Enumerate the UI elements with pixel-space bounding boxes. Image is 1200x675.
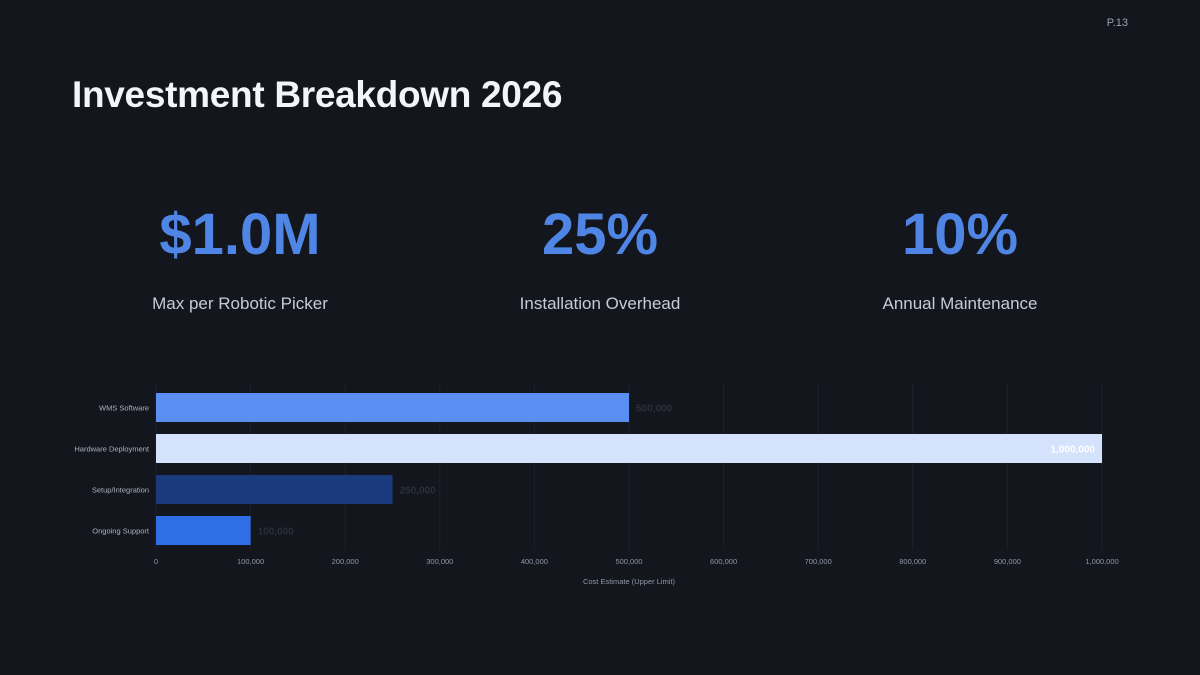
category-label: WMS Software: [99, 404, 149, 413]
metric-label: Max per Robotic Picker: [152, 294, 328, 313]
metric-installation-overhead: 25% Installation Overhead: [420, 196, 780, 314]
category-label: Ongoing Support: [92, 527, 150, 536]
x-tick-label: 300,000: [426, 557, 453, 566]
value-label: 500,000: [636, 404, 673, 415]
page-title: Investment Breakdown 2026: [72, 74, 563, 115]
chart-bars: [156, 393, 1102, 545]
chart-category-labels: WMS Software Hardware Deployment Setup/Int…: [74, 404, 150, 536]
bar-setup-integration: [156, 475, 393, 504]
page-number: P.13: [1106, 17, 1128, 29]
x-tick-label: 700,000: [805, 557, 832, 566]
x-tick-label: 1,000,000: [1085, 557, 1118, 566]
metric-value: 25%: [541, 202, 659, 267]
x-tick-label: 0: [154, 557, 158, 566]
metrics-row: $1.0M Max per Robotic Picker 25% Install…: [60, 196, 1140, 314]
chart-x-ticks: 0 100,000 200,000 300,000 400,000 500,000 600,…: [154, 557, 1119, 566]
bar-ongoing-support: [156, 516, 251, 545]
metric-value: 10%: [901, 202, 1019, 267]
x-tick-label: 900,000: [994, 557, 1021, 566]
x-tick-label: 200,000: [332, 557, 359, 566]
x-tick-label: 500,000: [615, 557, 642, 566]
metric-label: Annual Maintenance: [882, 294, 1038, 313]
metric-value: $1.0M: [159, 202, 321, 267]
metric-annual-maintenance: 10% Annual Maintenance: [780, 196, 1140, 314]
metric-label: Installation Overhead: [519, 294, 681, 313]
value-label: 250,000: [400, 486, 437, 497]
x-tick-label: 800,000: [899, 557, 926, 566]
category-label: Setup/Integration: [92, 486, 149, 495]
bar-hardware-deployment: [156, 434, 1102, 463]
chart-value-labels: 500,000 1,000,000 250,000 100,000: [258, 404, 1096, 538]
x-tick-label: 100,000: [237, 557, 264, 566]
value-label: 100,000: [258, 527, 295, 538]
value-label: 1,000,000: [1051, 445, 1096, 456]
metric-max-per-picker: $1.0M Max per Robotic Picker: [60, 196, 420, 314]
bar-wms-software: [156, 393, 629, 422]
x-axis-label: Cost Estimate (Upper Limit): [583, 577, 676, 586]
cost-bar-chart: WMS Software Hardware Deployment Setup/Int…: [74, 384, 1119, 586]
x-tick-label: 400,000: [521, 557, 548, 566]
x-tick-label: 600,000: [710, 557, 737, 566]
category-label: Hardware Deployment: [74, 445, 150, 454]
